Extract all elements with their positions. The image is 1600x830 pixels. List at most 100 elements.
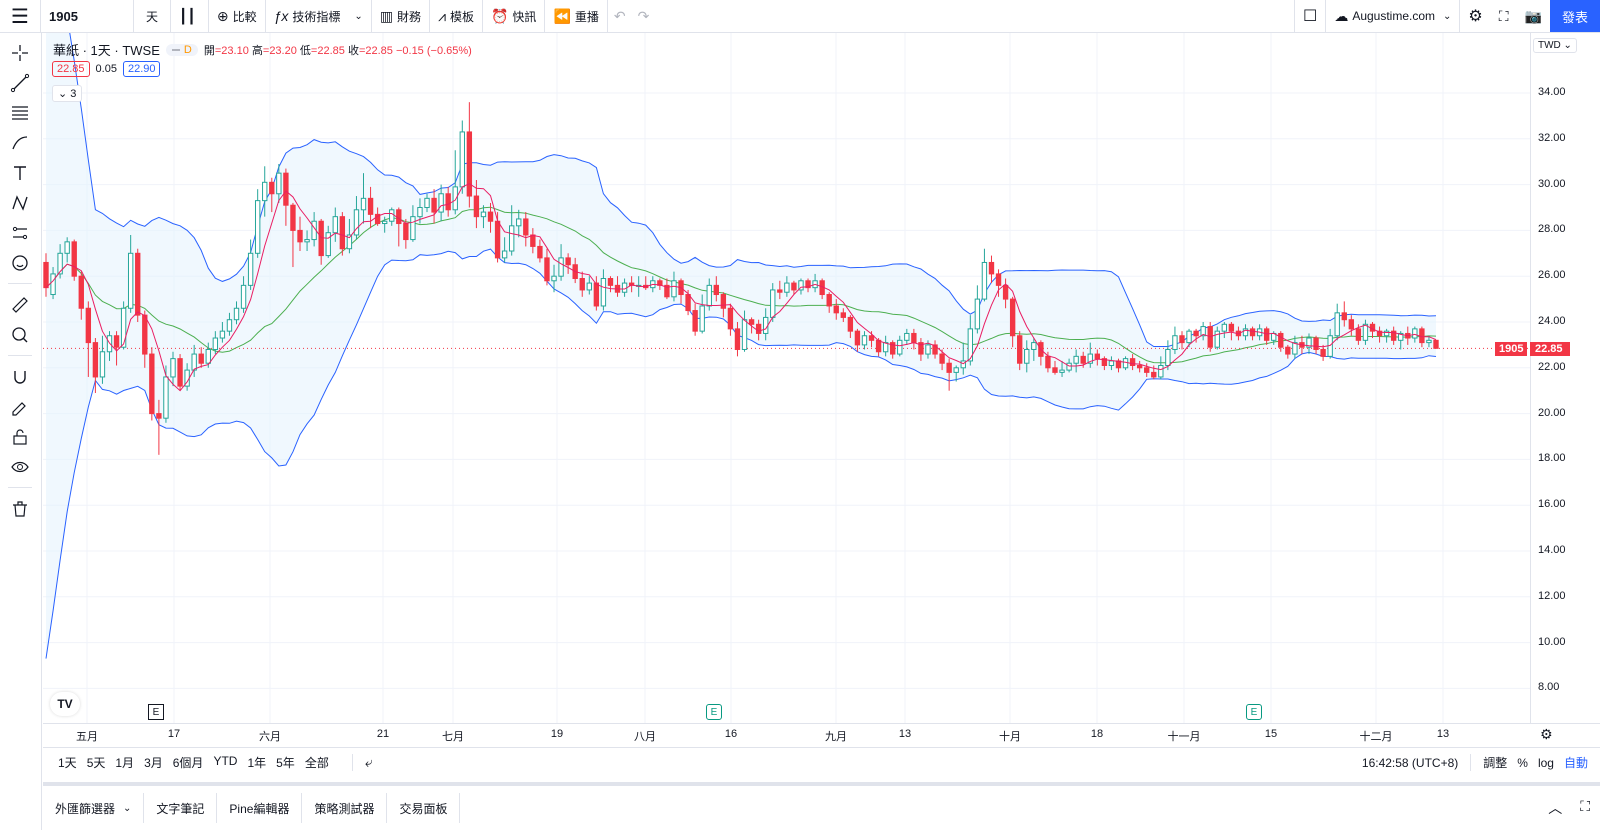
clock[interactable]: 16:42:58 (UTC+8) — [1361, 755, 1459, 770]
replay-button[interactable]: ⏪ 重播 — [545, 0, 606, 32]
low-value: 22.85 — [317, 44, 345, 57]
price-axis[interactable] — [1530, 33, 1600, 723]
candle-body-down — [565, 257, 571, 266]
lock-icon[interactable] — [0, 423, 40, 451]
candle-body-up — [904, 332, 910, 341]
earnings-marker[interactable]: E — [1246, 704, 1262, 720]
open-key: 開 — [203, 44, 215, 57]
chart-type-button[interactable]: ┃┃ — [171, 0, 208, 32]
maximize-icon[interactable]: ⛶ — [1580, 798, 1590, 814]
prediction-icon[interactable] — [0, 219, 40, 247]
adjust-button[interactable]: 調整 — [1470, 754, 1512, 771]
templates-button[interactable]: ⩘ 模板 — [430, 0, 482, 32]
trendline-icon[interactable] — [0, 69, 40, 97]
candle-body-down — [445, 193, 451, 211]
text-icon[interactable] — [0, 159, 40, 187]
interval-button[interactable]: 天 — [145, 9, 158, 24]
chevron-up-icon[interactable]: ︿ — [1548, 800, 1563, 816]
tab-text-notes[interactable]: 文字筆記 — [144, 793, 218, 823]
candle-body-down — [791, 282, 797, 291]
change-value: −0.15 (−0.65%) — [395, 44, 472, 57]
earnings-marker[interactable]: E — [706, 704, 722, 720]
log-toggle[interactable]: log — [1537, 755, 1554, 770]
range-button[interactable]: 6個月 — [172, 756, 204, 770]
pattern-icon[interactable] — [0, 189, 40, 217]
emoji-icon[interactable] — [0, 249, 40, 277]
indicators-button[interactable]: ƒx 技術指標 ⌄ — [266, 0, 371, 32]
delay-badge[interactable]: D — [165, 43, 198, 56]
fullscreen-icon[interactable]: ⛶ — [1498, 7, 1509, 24]
range-button[interactable]: 1月 — [115, 756, 135, 770]
candle-body-down — [290, 204, 296, 231]
tab-label: 交易面板 — [399, 801, 448, 816]
candle-body-up — [953, 367, 959, 373]
tab-strategy-tester[interactable]: 策略測試器 — [302, 793, 388, 823]
percent-toggle[interactable]: % — [1517, 755, 1528, 770]
settings-icon[interactable]: ⚙ — [1468, 8, 1483, 25]
zoom-icon[interactable] — [0, 321, 40, 349]
candle-body-up — [410, 216, 416, 241]
trash-icon[interactable] — [0, 495, 40, 523]
earnings-marker-past[interactable]: E — [148, 704, 164, 720]
range-button[interactable]: 3月 — [144, 756, 163, 770]
stay-drawing-icon[interactable] — [0, 393, 40, 421]
candle-body-up — [501, 250, 508, 259]
layout-select-icon[interactable]: ☐ — [1302, 8, 1318, 25]
symbol-search[interactable]: 1905 — [49, 8, 78, 24]
redo-icon[interactable]: ↷ — [637, 7, 650, 24]
candle-body-up — [417, 207, 423, 218]
candle-body-up — [1122, 358, 1129, 369]
compare-button[interactable]: ⊕ 比較 — [209, 0, 265, 32]
price-chart[interactable] — [43, 33, 1530, 723]
eye-icon[interactable] — [0, 453, 40, 481]
range-button[interactable]: 5年 — [276, 756, 295, 770]
fib-icon[interactable] — [0, 99, 40, 127]
undo-icon[interactable]: ↶ — [613, 7, 626, 24]
legend-title[interactable]: 華紙 · 1天 · TWSE — [53, 43, 160, 58]
currency-select[interactable]: TWD ⌄ — [1533, 38, 1577, 53]
candlestick-chart-svg[interactable] — [43, 33, 1530, 723]
candle-body-up — [247, 252, 254, 286]
time-axis-label: 七月 — [442, 731, 464, 743]
publish-button[interactable]: 發表 — [1550, 0, 1600, 32]
buy-price-button[interactable]: 22.90 — [122, 61, 161, 77]
candle-body-up — [925, 344, 931, 355]
time-axis-label: 十二月 — [1359, 731, 1393, 743]
time-axis-label: 13 — [898, 728, 912, 740]
indicator-collapse-button[interactable]: ⌄ 3 — [52, 85, 83, 102]
financials-button[interactable]: ▥ 財務 — [372, 0, 429, 32]
tab-trading-panel[interactable]: 交易面板 — [387, 793, 461, 823]
tab-forex-screener[interactable]: 外匯篩選器 ⌄ — [43, 793, 145, 823]
time-axis-label: 八月 — [634, 731, 656, 743]
alerts-button[interactable]: ⏰ 快訊 — [483, 0, 544, 32]
auto-toggle[interactable]: 自動 — [1563, 756, 1588, 770]
last-price-symbol-label: 1905 — [1495, 342, 1528, 356]
tab-pine-editor[interactable]: Pine編輯器 — [217, 793, 303, 823]
ruler-icon[interactable] — [0, 291, 40, 319]
crosshair-icon[interactable] — [0, 39, 40, 67]
goto-date-icon[interactable]: ⤶ — [351, 754, 373, 771]
candle-body-up — [1292, 342, 1298, 355]
candle-body-down — [918, 342, 924, 355]
axis-settings-icon[interactable]: ⚙ — [1540, 726, 1553, 742]
candle-body-down — [777, 289, 783, 293]
range-button[interactable]: 1天 — [58, 756, 77, 770]
magnet-icon[interactable] — [0, 363, 40, 391]
candle-body-down — [1348, 319, 1355, 330]
range-button[interactable]: YTD — [213, 754, 238, 768]
candle-body-up — [212, 337, 219, 350]
sell-price-button[interactable]: 22.85 — [52, 61, 90, 77]
time-axis[interactable] — [43, 723, 1600, 745]
candle-body-down — [1390, 330, 1397, 341]
range-button[interactable]: 5天 — [86, 756, 106, 770]
bar-chart-icon: ▥ — [379, 7, 394, 24]
tab-label: Pine編輯器 — [229, 801, 290, 816]
menu-icon[interactable]: ☰ — [11, 5, 29, 28]
brush-icon[interactable] — [0, 129, 40, 157]
camera-icon[interactable]: 📷 — [1524, 7, 1542, 24]
tradingview-logo-icon[interactable]: TV — [50, 692, 80, 716]
range-button[interactable]: 1年 — [247, 756, 267, 770]
account-button[interactable]: ☁ Augustime.com ⌄ — [1326, 0, 1459, 32]
candle-body-up — [325, 232, 331, 257]
range-button[interactable]: 全部 — [304, 756, 329, 770]
